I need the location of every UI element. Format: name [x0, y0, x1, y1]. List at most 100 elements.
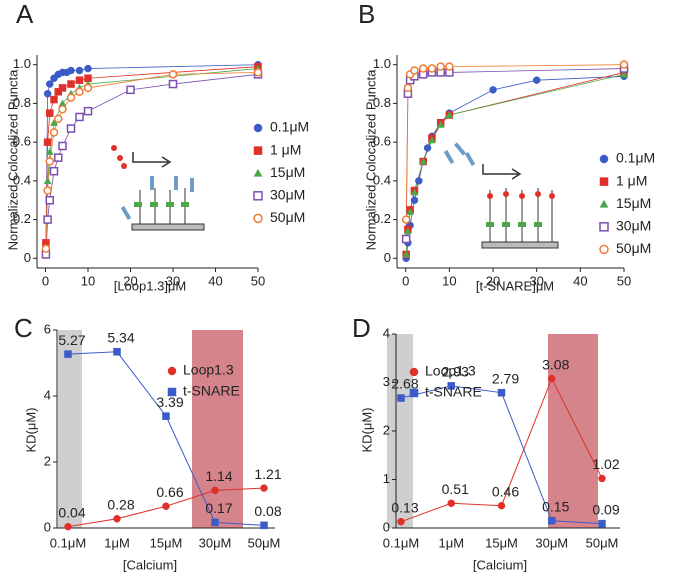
legend-marker — [253, 213, 263, 224]
legend-marker — [599, 222, 609, 232]
x-tick-label: 0.1μM — [383, 535, 419, 550]
y-tick-label: 4 — [44, 387, 51, 402]
marker — [58, 84, 67, 92]
value-label: 0.09 — [592, 501, 619, 517]
legend-label: 15μM — [616, 195, 651, 211]
marker — [620, 70, 628, 78]
marker — [447, 382, 455, 390]
marker — [46, 80, 54, 88]
marker — [619, 60, 629, 69]
shade-band — [387, 334, 413, 528]
y-axis-label: Normalized Colocalized Puncta — [5, 69, 20, 250]
y-tick-label: 2 — [44, 453, 51, 468]
y-tick-label: 3 — [383, 374, 390, 389]
marker — [447, 499, 455, 508]
marker — [260, 521, 268, 530]
x-axis-label: [Loop1.3]μM — [114, 278, 187, 293]
panel-label: A — [16, 0, 34, 29]
y-tick-label: 0 — [384, 250, 391, 265]
legend-label: 1 μM — [270, 141, 301, 157]
value-label: 1.21 — [254, 466, 281, 482]
legend-label: Loop1.3 — [183, 362, 234, 378]
marker — [427, 64, 437, 73]
marker — [58, 104, 67, 114]
x-axis-label: [t-SNARE]μM — [476, 278, 554, 293]
marker — [445, 62, 454, 71]
legend-label: 0.1μM — [616, 150, 655, 166]
inset-schematic — [443, 142, 559, 249]
marker — [162, 412, 170, 420]
marker — [436, 62, 445, 71]
marker — [50, 118, 58, 126]
marker — [423, 144, 432, 152]
legend-marker — [409, 367, 419, 377]
value-label: 0.17 — [205, 500, 232, 516]
value-label: 3.08 — [542, 356, 569, 372]
marker — [406, 207, 415, 215]
marker — [410, 66, 419, 75]
value-label: 0.15 — [542, 498, 569, 514]
marker — [49, 166, 59, 176]
x-tick-label: 1μM — [438, 535, 464, 550]
marker — [497, 501, 506, 510]
x-tick-label: 0 — [42, 273, 49, 288]
legend-label: 30μM — [270, 187, 305, 203]
value-label: 2.79 — [492, 370, 519, 386]
y-tick-label: 0.6 — [373, 134, 391, 149]
y-axis-label: KD(μM) — [23, 407, 38, 452]
shade-band — [192, 330, 243, 528]
legend-label: 1 μM — [616, 172, 647, 188]
y-axis-label: KD(μM) — [359, 407, 374, 452]
marker — [43, 215, 52, 224]
marker — [126, 85, 135, 95]
legend-label: Loop1.3 — [425, 363, 476, 379]
marker — [162, 502, 170, 510]
y-tick-label: 4 — [383, 325, 390, 340]
shade-band — [58, 330, 82, 528]
marker — [45, 157, 54, 166]
marker — [66, 93, 76, 102]
y-tick-label: 0 — [24, 250, 31, 265]
marker — [548, 516, 556, 525]
legend-label: 30μM — [616, 218, 651, 234]
marker — [43, 89, 52, 98]
legend-marker — [253, 191, 263, 201]
value-label: 0.04 — [58, 504, 85, 520]
marker — [54, 114, 63, 124]
x-tick-label: 10 — [81, 273, 95, 288]
marker — [45, 195, 54, 205]
value-label: 0.28 — [107, 496, 134, 512]
y-tick-label: 1 — [383, 471, 390, 486]
marker — [397, 394, 405, 402]
x-tick-label: 10 — [442, 273, 456, 288]
value-label: 1.02 — [592, 456, 619, 472]
marker — [403, 83, 413, 93]
marker — [436, 120, 445, 128]
fit-line — [405, 73, 625, 255]
marker — [113, 348, 121, 356]
y-tick-label: 0.2 — [373, 211, 391, 226]
legend-label: t-SNARE — [425, 384, 482, 400]
marker — [397, 517, 405, 526]
marker — [66, 124, 76, 133]
y-tick-label: 0.6 — [13, 134, 31, 149]
marker — [64, 350, 72, 358]
fit-line — [45, 72, 259, 249]
legend-marker — [599, 154, 609, 164]
y-tick-label: 6 — [44, 321, 51, 336]
marker — [445, 111, 454, 119]
marker — [46, 109, 54, 117]
marker — [75, 66, 84, 75]
inset-schematic — [111, 145, 205, 231]
legend-label: 50μM — [270, 209, 305, 225]
legend-marker — [599, 244, 609, 255]
marker — [75, 76, 84, 84]
marker — [532, 76, 541, 84]
legend-marker — [599, 199, 609, 208]
shade-band — [548, 334, 598, 528]
legend-label: 15μM — [270, 164, 305, 180]
value-label: 1.14 — [205, 468, 232, 484]
y-axis-label: Normalized Colocalized Puncta — [363, 69, 378, 250]
legend-marker — [253, 146, 263, 155]
marker — [415, 177, 423, 185]
